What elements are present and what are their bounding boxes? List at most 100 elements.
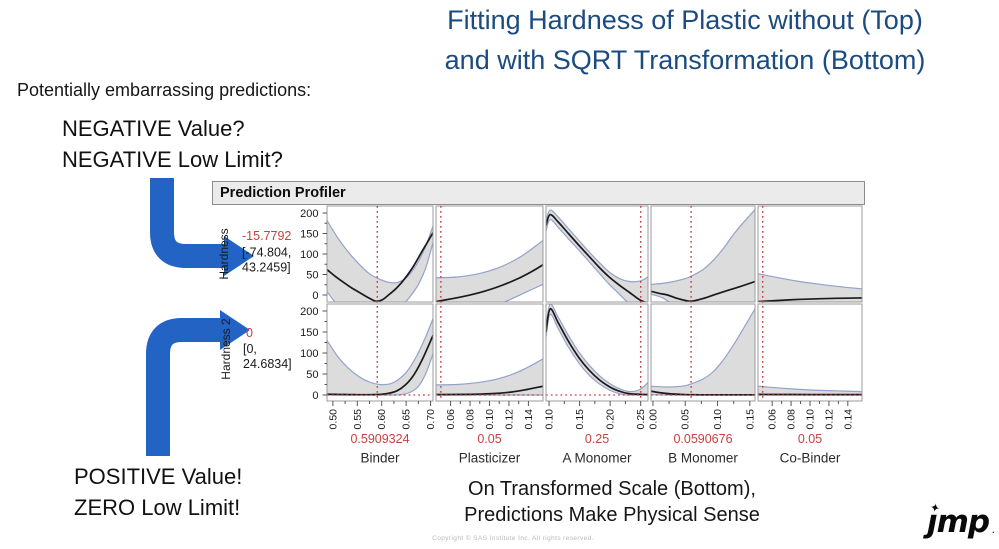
factor-current-value[interactable]: 0.0590676 [673,432,732,446]
profiler-cell [436,240,543,302]
profiler-cell [651,209,755,302]
x-tick-label: 0.55 [352,409,364,430]
y-tick-label: 50 [306,369,318,381]
confidence-lower-curve [651,293,670,302]
confidence-band [546,210,648,302]
panel-border [757,303,863,402]
confidence-band [758,273,862,302]
x-tick-label: 0.00 [647,409,659,430]
x-tick-label: 0.15 [574,409,586,430]
confidence-upper-curve [436,358,543,386]
profiler-cell [436,358,543,396]
confidence-upper-curve [651,209,755,285]
x-tick-label: 0.70 [425,409,437,430]
y-tick-label: 0 [312,390,318,402]
confidence-upper-curve [327,318,433,386]
confidence-upper-curve [758,385,862,393]
confidence-lower-curve [546,313,648,396]
x-tick-label: 0.10 [712,409,724,430]
hardness2-current-value: 0 [246,326,253,340]
x-tick-label: 0.05 [680,409,692,430]
x-tick-label: 0.10 [805,409,817,430]
prediction-profiler-title: Prediction Profiler [220,185,346,201]
jmp-logo-dot: . [991,522,995,536]
x-tick-label: 0.60 [376,409,388,430]
confidence-upper-curve [546,304,648,393]
y-tick-label: 100 [300,348,318,360]
positive-callout: POSITIVE Value! ZERO Low Limit! [74,461,242,523]
profiler-cell [546,304,648,396]
y-tick-label: 50 [306,269,318,281]
hardness2-ci-low: [0, [243,342,257,356]
hardness-ci-high: 43.2459] [242,261,291,275]
factor-name: A Monomer [562,451,632,466]
panel-border [545,205,649,303]
copyright-text: Copyright © SAS Institute Inc. All right… [432,535,594,542]
negative-callout: NEGATIVE Value? NEGATIVE Low Limit? [62,113,283,175]
confidence-band [436,358,543,395]
panel-border [757,205,863,303]
arrow-to-hardness-shaft [150,178,226,268]
prediction-curve [758,297,862,302]
x-tick-label: 0.08 [465,409,477,430]
profiler-cell [546,209,648,302]
panel-border [545,303,649,402]
response-label-hardness: Hardness [217,228,231,279]
prediction-profiler-header: Prediction Profiler [212,181,865,205]
y-tick-label: 150 [300,327,318,339]
arrow-to-hardness2-head [220,310,250,350]
x-tick-label: 0.10 [544,409,556,430]
confidence-upper-curve [651,308,755,388]
x-tick-label: 0.15 [744,409,756,430]
conclusion-text: On Transformed Scale (Bottom), Predictio… [447,476,777,528]
y-tick-label: 100 [300,249,318,261]
x-tick-label: 0.14 [842,409,854,430]
arrow-to-hardness2-shaft [146,318,222,456]
confidence-lower-curve [758,309,862,325]
arrow-to-hardness2 [146,310,250,456]
factor-name: Binder [360,451,400,466]
x-tick-label: 0.25 [635,409,647,430]
confidence-band [651,308,755,396]
negative-line2: NEGATIVE Low Limit? [62,147,283,172]
x-tick-label: 0.10 [484,409,496,430]
confidence-upper-curve [327,220,433,284]
prediction-curve [546,213,648,302]
slide-title-line1: Fitting Hardness of Plastic without (Top… [447,5,923,35]
hardness2-ci-high: 24.6834] [243,357,292,371]
prediction-curve [436,263,543,302]
prediction-curve [327,232,433,302]
confidence-lower-curve [327,242,433,302]
confidence-upper-curve [546,209,648,283]
factor-current-value[interactable]: 0.05 [798,432,822,446]
x-tick-label: 0.06 [445,409,457,430]
factor-current-value[interactable]: 0.25 [585,432,609,446]
profiler-cell [327,318,433,396]
positive-line2: ZERO Low Limit! [74,495,241,520]
panel-border [650,205,756,303]
factor-current-value[interactable]: 0.05 [477,432,501,446]
prediction-curve [546,307,648,396]
hardness-current-value: -15.7792 [242,229,291,243]
panel-border [650,303,756,402]
profiler-cell [327,220,433,302]
profiler-cell [758,385,862,396]
x-tick-label: 0.12 [504,409,516,430]
y-tick-label: 0 [312,290,318,302]
slide-title: Fitting Hardness of Plastic without (Top… [374,0,996,80]
factor-name: Co-Binder [780,451,841,466]
conclusion-line1: On Transformed Scale (Bottom), [468,478,756,500]
confidence-band [651,209,755,302]
positive-line1: POSITIVE Value! [74,464,243,489]
y-tick-label: 200 [300,208,318,220]
confidence-band [327,318,433,396]
x-tick-label: 0.12 [823,409,835,430]
confidence-lower-curve [503,283,543,302]
confidence-band [327,220,433,302]
confidence-upper-curve [758,273,862,290]
factor-current-value[interactable]: 0.5909324 [350,432,409,446]
conclusion-line2: Predictions Make Physical Sense [464,504,760,526]
arrow-to-hardness [150,178,254,276]
